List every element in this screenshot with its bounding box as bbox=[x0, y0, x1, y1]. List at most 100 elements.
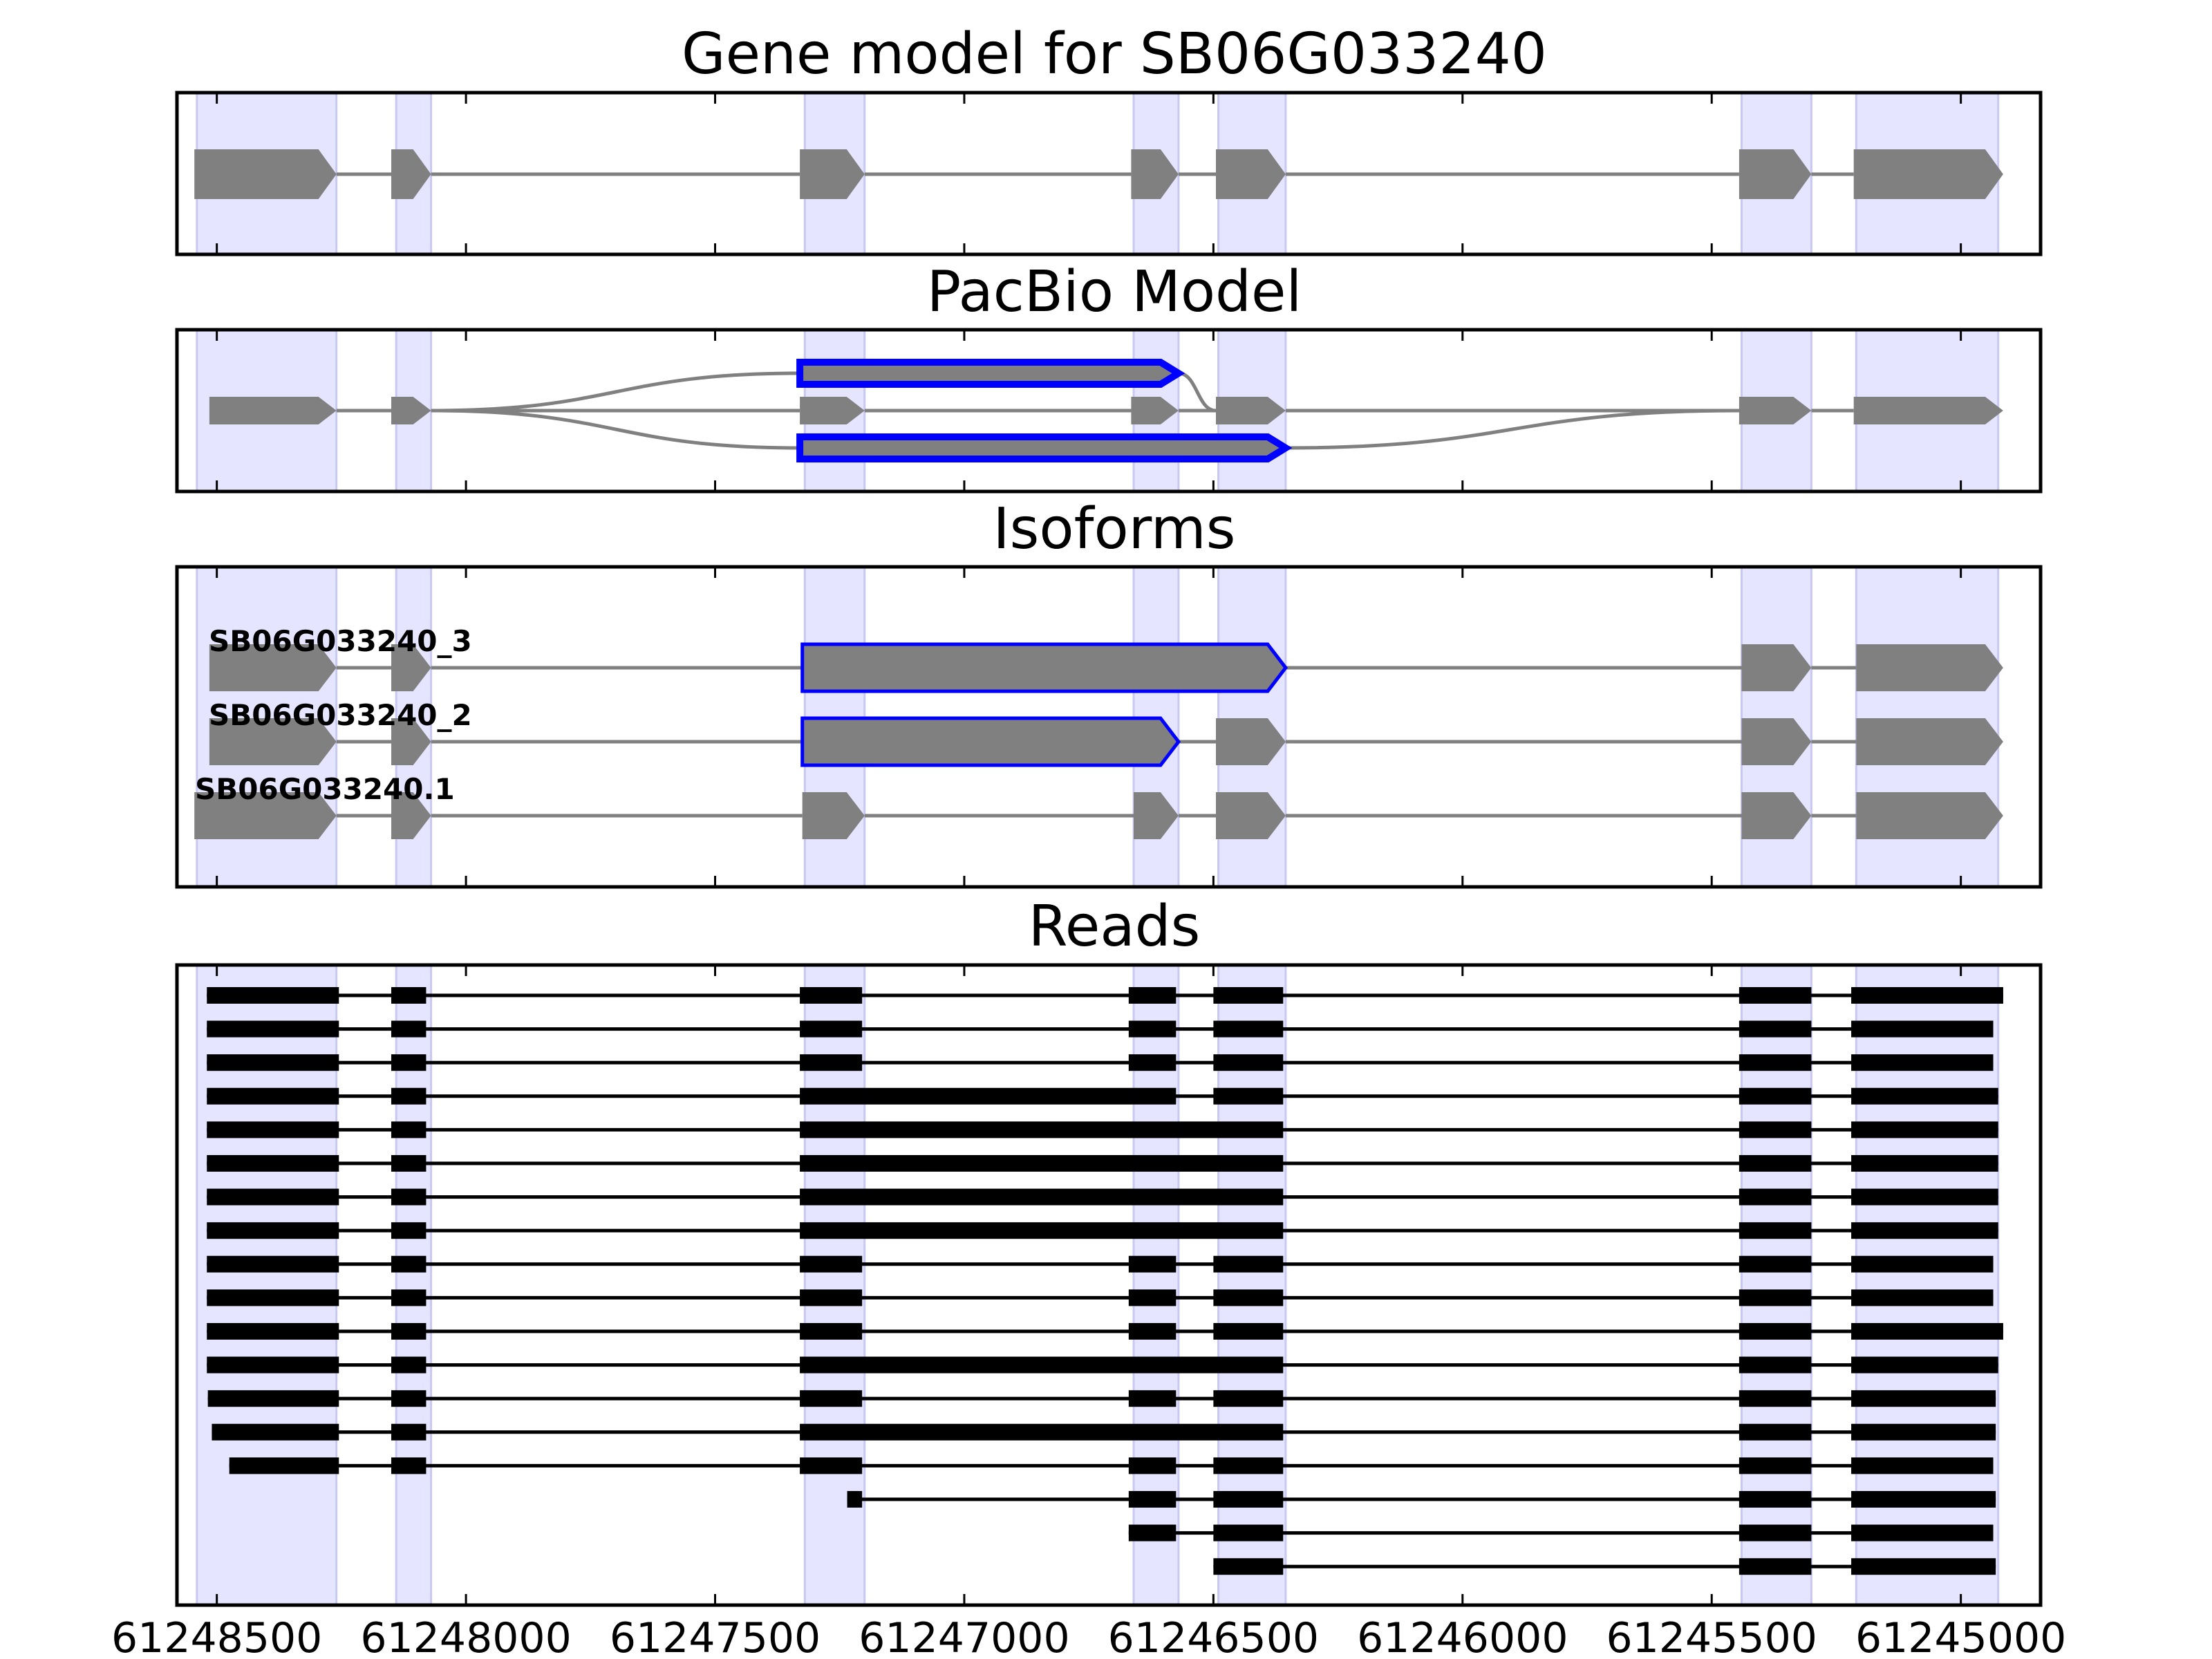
read-block bbox=[391, 1289, 427, 1306]
read-block bbox=[212, 1423, 339, 1441]
x-tick-label: 61246000 bbox=[1357, 1614, 1568, 1659]
isoform-exon bbox=[802, 792, 865, 839]
read-block bbox=[1213, 987, 1284, 1004]
isoform-exon bbox=[1741, 792, 1812, 839]
read-block bbox=[1213, 1323, 1284, 1340]
pacbio-model-title: PacBio Model bbox=[927, 259, 1302, 325]
read-block bbox=[207, 1087, 339, 1105]
isoform-exon bbox=[209, 644, 337, 691]
read-block bbox=[800, 1423, 1284, 1441]
read-block bbox=[391, 1121, 427, 1138]
read-block bbox=[847, 1491, 863, 1508]
isoform-exon bbox=[1741, 644, 1812, 691]
read-block bbox=[1851, 1121, 1998, 1138]
read-block bbox=[800, 1020, 863, 1038]
x-tick-label: 61245000 bbox=[1855, 1614, 2066, 1659]
exon-arrow bbox=[391, 149, 431, 199]
isoform-exon bbox=[391, 718, 431, 765]
read-block bbox=[1851, 1423, 1996, 1441]
read-block bbox=[1213, 1457, 1284, 1474]
read-block bbox=[1851, 1155, 1998, 1172]
read-block bbox=[1738, 1155, 1812, 1172]
read-block bbox=[1128, 1020, 1177, 1038]
axes-frame bbox=[175, 91, 2043, 256]
read-block bbox=[391, 1390, 427, 1407]
read-block bbox=[207, 1289, 339, 1306]
read-block bbox=[1851, 1457, 1994, 1474]
read-block bbox=[1128, 1255, 1177, 1273]
read-block bbox=[1851, 1491, 1996, 1508]
read-block bbox=[1738, 1054, 1812, 1071]
read-block bbox=[1738, 1222, 1812, 1239]
read-block bbox=[207, 1356, 339, 1374]
read-block bbox=[391, 1356, 427, 1374]
isoforms-panel: SB06G033240_3 SB06G033240_2 SB06G033240.1 bbox=[175, 565, 2043, 889]
read-block bbox=[800, 1457, 863, 1474]
axes-frame bbox=[175, 963, 2043, 1607]
isoform-exon bbox=[194, 792, 337, 839]
read-block bbox=[391, 1020, 427, 1038]
read-block bbox=[1851, 1255, 1994, 1273]
read-block bbox=[391, 1054, 427, 1071]
exon-node bbox=[1131, 397, 1179, 424]
read-block bbox=[1851, 1222, 1998, 1239]
exon-highlight-region bbox=[196, 964, 338, 1606]
isoform-label: SB06G033240.1 bbox=[195, 772, 455, 806]
read-block bbox=[207, 1121, 339, 1138]
read-block bbox=[391, 1087, 427, 1105]
exon-node bbox=[209, 397, 337, 424]
read-block bbox=[1128, 987, 1177, 1004]
read-block bbox=[1213, 1491, 1284, 1508]
axes-frame bbox=[175, 565, 2043, 889]
isoform-exon bbox=[1134, 792, 1179, 839]
read-block bbox=[1213, 1054, 1284, 1071]
read-block bbox=[1738, 1087, 1812, 1105]
exon-arrow bbox=[800, 149, 865, 199]
exon-node bbox=[1853, 397, 2003, 424]
x-axis-tick-labels: 61248500 61248000 61247500 61247000 61246500… bbox=[111, 1614, 2066, 1659]
read-block bbox=[207, 1323, 339, 1340]
novel-isoform-exon bbox=[800, 716, 1181, 767]
gene-model-panel bbox=[175, 91, 2043, 256]
read-block bbox=[1851, 1087, 1998, 1105]
read-block bbox=[1851, 1323, 2003, 1340]
read-block bbox=[391, 1323, 427, 1340]
read-block bbox=[1128, 1390, 1177, 1407]
read-block bbox=[1738, 1356, 1812, 1374]
splice-edge bbox=[431, 371, 800, 413]
read-block bbox=[1213, 1255, 1284, 1273]
exon-node bbox=[1216, 397, 1286, 424]
read-block bbox=[1738, 1323, 1812, 1340]
read-block bbox=[800, 1222, 1284, 1239]
read-block bbox=[1851, 1356, 1998, 1374]
splice-edge bbox=[431, 409, 800, 450]
isoforms-title: Isoforms bbox=[993, 496, 1236, 562]
pacbio-model-panel bbox=[175, 328, 2043, 494]
read-block bbox=[391, 1457, 427, 1474]
read-block bbox=[1738, 1423, 1812, 1441]
read-block bbox=[800, 1188, 1284, 1206]
read-block bbox=[1213, 1289, 1284, 1306]
splice-edge bbox=[1285, 409, 1739, 450]
read-block bbox=[1738, 987, 1812, 1004]
read-block bbox=[1851, 1524, 1994, 1541]
exon-node bbox=[391, 397, 431, 424]
read-block bbox=[391, 1423, 427, 1441]
read-block bbox=[800, 987, 863, 1004]
read-block bbox=[391, 1255, 427, 1273]
read-block bbox=[1738, 1558, 1812, 1575]
exon-arrow bbox=[194, 149, 337, 199]
read-block bbox=[1128, 1524, 1177, 1541]
x-tick-label: 61246500 bbox=[1108, 1614, 1319, 1659]
exon-arrow bbox=[1853, 149, 2003, 199]
isoform-exon bbox=[1216, 718, 1286, 765]
read-block bbox=[1213, 1390, 1284, 1407]
read-block bbox=[207, 987, 339, 1004]
x-tick-label: 61248500 bbox=[111, 1614, 322, 1659]
read-block bbox=[800, 1054, 863, 1071]
read-block bbox=[207, 1054, 339, 1071]
read-block bbox=[1851, 1558, 1996, 1575]
exon-arrow bbox=[1738, 149, 1812, 199]
read-block bbox=[800, 1356, 1284, 1374]
isoform-exon bbox=[1216, 792, 1286, 839]
